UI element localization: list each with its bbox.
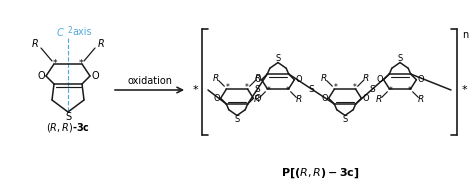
- Text: S: S: [397, 54, 403, 63]
- Text: S: S: [342, 115, 347, 124]
- Text: S: S: [275, 54, 281, 63]
- Text: $(\mathit{R},\mathit{R})$-3c: $(\mathit{R},\mathit{R})$-3c: [46, 120, 90, 134]
- Text: *: *: [53, 59, 57, 68]
- Text: R: R: [296, 95, 303, 104]
- Text: *: *: [226, 83, 229, 92]
- Text: R: R: [320, 74, 327, 83]
- Text: *: *: [353, 83, 357, 92]
- Text: *: *: [244, 83, 249, 92]
- Text: O: O: [91, 71, 99, 81]
- Text: R: R: [98, 39, 104, 49]
- Text: O: O: [295, 75, 302, 84]
- Text: O: O: [362, 94, 369, 103]
- Text: O: O: [321, 94, 328, 103]
- Text: S: S: [65, 112, 71, 122]
- Text: axis: axis: [72, 27, 92, 37]
- Text: S: S: [309, 85, 314, 94]
- Text: *: *: [333, 83, 337, 92]
- Text: S: S: [235, 115, 240, 124]
- Text: n: n: [462, 30, 468, 40]
- Text: R: R: [363, 74, 370, 83]
- Text: *: *: [461, 85, 467, 95]
- Text: S: S: [370, 85, 375, 94]
- Text: O: O: [417, 75, 424, 84]
- Text: 2: 2: [67, 26, 72, 35]
- Text: *: *: [192, 85, 198, 95]
- Text: *: *: [286, 86, 290, 95]
- Text: R: R: [376, 95, 382, 104]
- Text: R: R: [255, 74, 261, 83]
- Text: R: R: [253, 95, 260, 104]
- Text: *: *: [388, 86, 392, 95]
- Text: O: O: [37, 71, 45, 81]
- Text: *: *: [408, 86, 412, 95]
- Text: *: *: [79, 59, 83, 68]
- Text: oxidation: oxidation: [127, 76, 172, 86]
- Text: R: R: [32, 39, 38, 49]
- Text: *: *: [266, 86, 270, 95]
- Text: S: S: [254, 85, 261, 94]
- Text: O: O: [254, 75, 261, 84]
- Text: $\mathbf{P[(}\mathit{R,R}\mathbf{)-3c]}$: $\mathbf{P[(}\mathit{R,R}\mathbf{)-3c]}$: [281, 166, 359, 180]
- Text: R: R: [418, 95, 424, 104]
- Text: R: R: [212, 74, 219, 83]
- Text: O: O: [376, 75, 383, 84]
- Text: $\mathit{C}$: $\mathit{C}$: [56, 26, 65, 38]
- Text: O: O: [254, 94, 261, 103]
- Text: O: O: [213, 94, 220, 103]
